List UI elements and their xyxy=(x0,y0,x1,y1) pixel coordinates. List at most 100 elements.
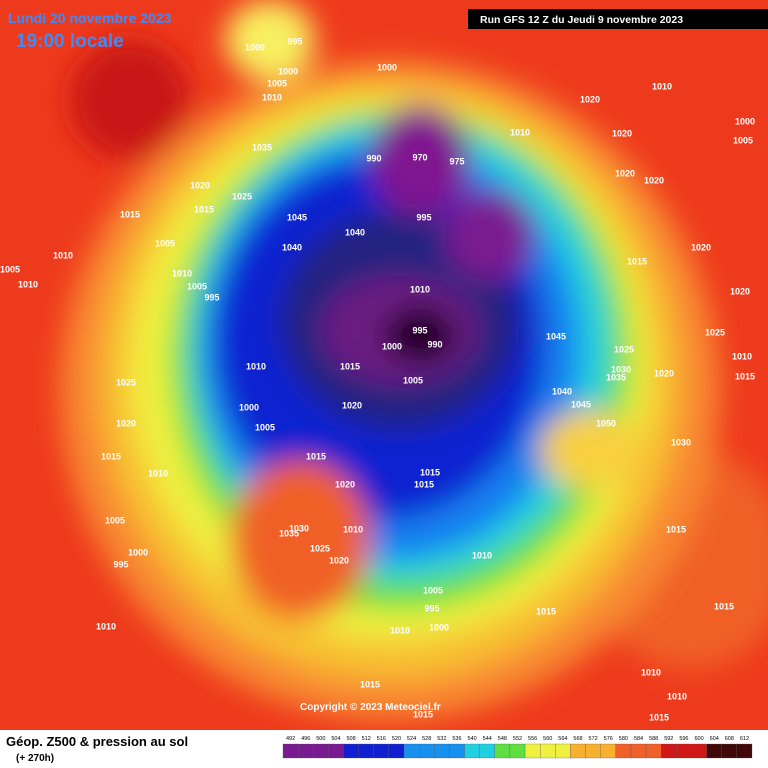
legend-swatch xyxy=(540,743,556,759)
legend-swatch xyxy=(585,743,601,759)
isobar-label: 1010 xyxy=(53,250,73,260)
legend-swatch xyxy=(297,743,314,759)
isobar-label: 1005 xyxy=(423,585,443,595)
legend-label: 600 xyxy=(694,736,703,742)
isobar-label: 990 xyxy=(427,339,442,349)
legend-swatch xyxy=(676,743,692,759)
legend-label: 548 xyxy=(498,736,507,742)
isobar-label: 1040 xyxy=(552,386,572,396)
isobar-label: 1020 xyxy=(612,128,632,138)
legend-swatch xyxy=(373,743,390,759)
legend-swatch xyxy=(615,743,632,759)
legend-label: 532 xyxy=(437,736,446,742)
isobar-label: 1030 xyxy=(611,364,631,374)
isobar-label: 1005 xyxy=(0,264,20,274)
legend-swatch xyxy=(630,743,647,759)
isobar-label: 1010 xyxy=(667,691,687,701)
isobar-label: 1010 xyxy=(343,524,363,534)
isobar-label: 1025 xyxy=(705,327,725,337)
legend-swatch xyxy=(600,743,616,759)
isobar-label: 995 xyxy=(113,559,128,569)
isobar-label: 995 xyxy=(204,292,219,302)
legend-swatch xyxy=(343,743,359,759)
isobar-label: 995 xyxy=(416,212,431,222)
isobar-label: 1015 xyxy=(340,361,360,371)
legend-swatch xyxy=(555,743,571,759)
legend-swatch xyxy=(434,743,450,759)
isobar-label: 1030 xyxy=(671,437,691,447)
legend-swatch xyxy=(479,743,495,759)
isobar-label: 1045 xyxy=(287,212,307,222)
legend-label: 568 xyxy=(573,736,582,742)
isobar-label: 1020 xyxy=(190,180,210,190)
isobar-label: 1015 xyxy=(735,371,755,381)
legend-swatch xyxy=(358,743,374,759)
legend-swatch xyxy=(721,743,738,759)
isobar-label: 970 xyxy=(412,152,427,162)
isobar-label: 1005 xyxy=(105,515,125,525)
legend-label: 596 xyxy=(679,736,688,742)
legend-label: 524 xyxy=(407,736,416,742)
geopotential-field xyxy=(60,0,768,720)
isobar-label: 1020 xyxy=(654,368,674,378)
isobar-label: 1015 xyxy=(420,467,440,477)
isobar-label: 1000 xyxy=(735,116,755,126)
isobar-label: 1000 xyxy=(429,622,449,632)
legend-label: 588 xyxy=(649,736,658,742)
isobar-label: 1010 xyxy=(18,279,38,289)
isobar-label: 1020 xyxy=(580,94,600,104)
isobar-label: 1020 xyxy=(335,479,355,489)
legend-label: 604 xyxy=(710,736,719,742)
isobar-label: 990 xyxy=(366,153,381,163)
isobar-label: 1035 xyxy=(252,142,272,152)
isobar-label: 1045 xyxy=(571,399,591,409)
run-box xyxy=(468,9,768,29)
legend-label: 492 xyxy=(286,736,295,742)
legend-label: 500 xyxy=(316,736,325,742)
legend-label: 612 xyxy=(740,736,749,742)
legend-label: 508 xyxy=(346,736,355,742)
isobar-label: 1040 xyxy=(345,227,365,237)
legend-label: 556 xyxy=(528,736,537,742)
legend-swatch xyxy=(328,743,344,759)
legend-label: 552 xyxy=(513,736,522,742)
legend-label: 584 xyxy=(634,736,643,742)
isobar-label: 1005 xyxy=(255,422,275,432)
isobar-label: 1010 xyxy=(172,268,192,278)
isobar-label: 1015 xyxy=(306,451,326,461)
isobar-label: 995 xyxy=(424,603,439,613)
isobar-label: 1010 xyxy=(148,468,168,478)
run-info: Run GFS 12 Z du Jeudi 9 novembre 2023 xyxy=(480,14,683,26)
isobar-label: 1005 xyxy=(403,375,423,385)
legend-label: 520 xyxy=(392,736,401,742)
legend-label: 528 xyxy=(422,736,431,742)
legend-swatch xyxy=(494,743,511,759)
isobar-label: 1035 xyxy=(606,372,626,382)
isobar-label: 995 xyxy=(412,325,427,335)
isobar-label: 1010 xyxy=(732,351,752,361)
isobar-label: 1020 xyxy=(691,242,711,252)
isobar-label: 1045 xyxy=(546,331,566,341)
isobar-labels: 1000 995 1000 1005 1010 1000 1035 1020 1025 1015 1… xyxy=(0,36,755,722)
isobar-label: 995 xyxy=(287,36,302,46)
time: 19:00 locale xyxy=(16,31,124,52)
legend-label: 564 xyxy=(558,736,567,742)
legend-swatch xyxy=(403,743,420,759)
isobar-label: 1010 xyxy=(246,361,266,371)
isobar-label: 1000 xyxy=(377,62,397,72)
isobar-label: 1005 xyxy=(267,78,287,88)
isobar-label: 1010 xyxy=(652,81,672,91)
lead-time: (+ 270h) xyxy=(16,753,54,764)
isobar-label: 1040 xyxy=(282,242,302,252)
isobar-label: 1025 xyxy=(232,191,252,201)
isobar-label: 1010 xyxy=(510,127,530,137)
legend-label: 504 xyxy=(331,736,340,742)
product-title: Géop. Z500 & pression au sol xyxy=(6,734,188,749)
isobar-label: 1050 xyxy=(596,418,616,428)
legend-swatch xyxy=(645,743,662,759)
isobar-label: 1020 xyxy=(342,400,362,410)
isobar-label: 1015 xyxy=(666,524,686,534)
isobar-label: 1015 xyxy=(714,601,734,611)
legend-swatch xyxy=(388,743,405,759)
